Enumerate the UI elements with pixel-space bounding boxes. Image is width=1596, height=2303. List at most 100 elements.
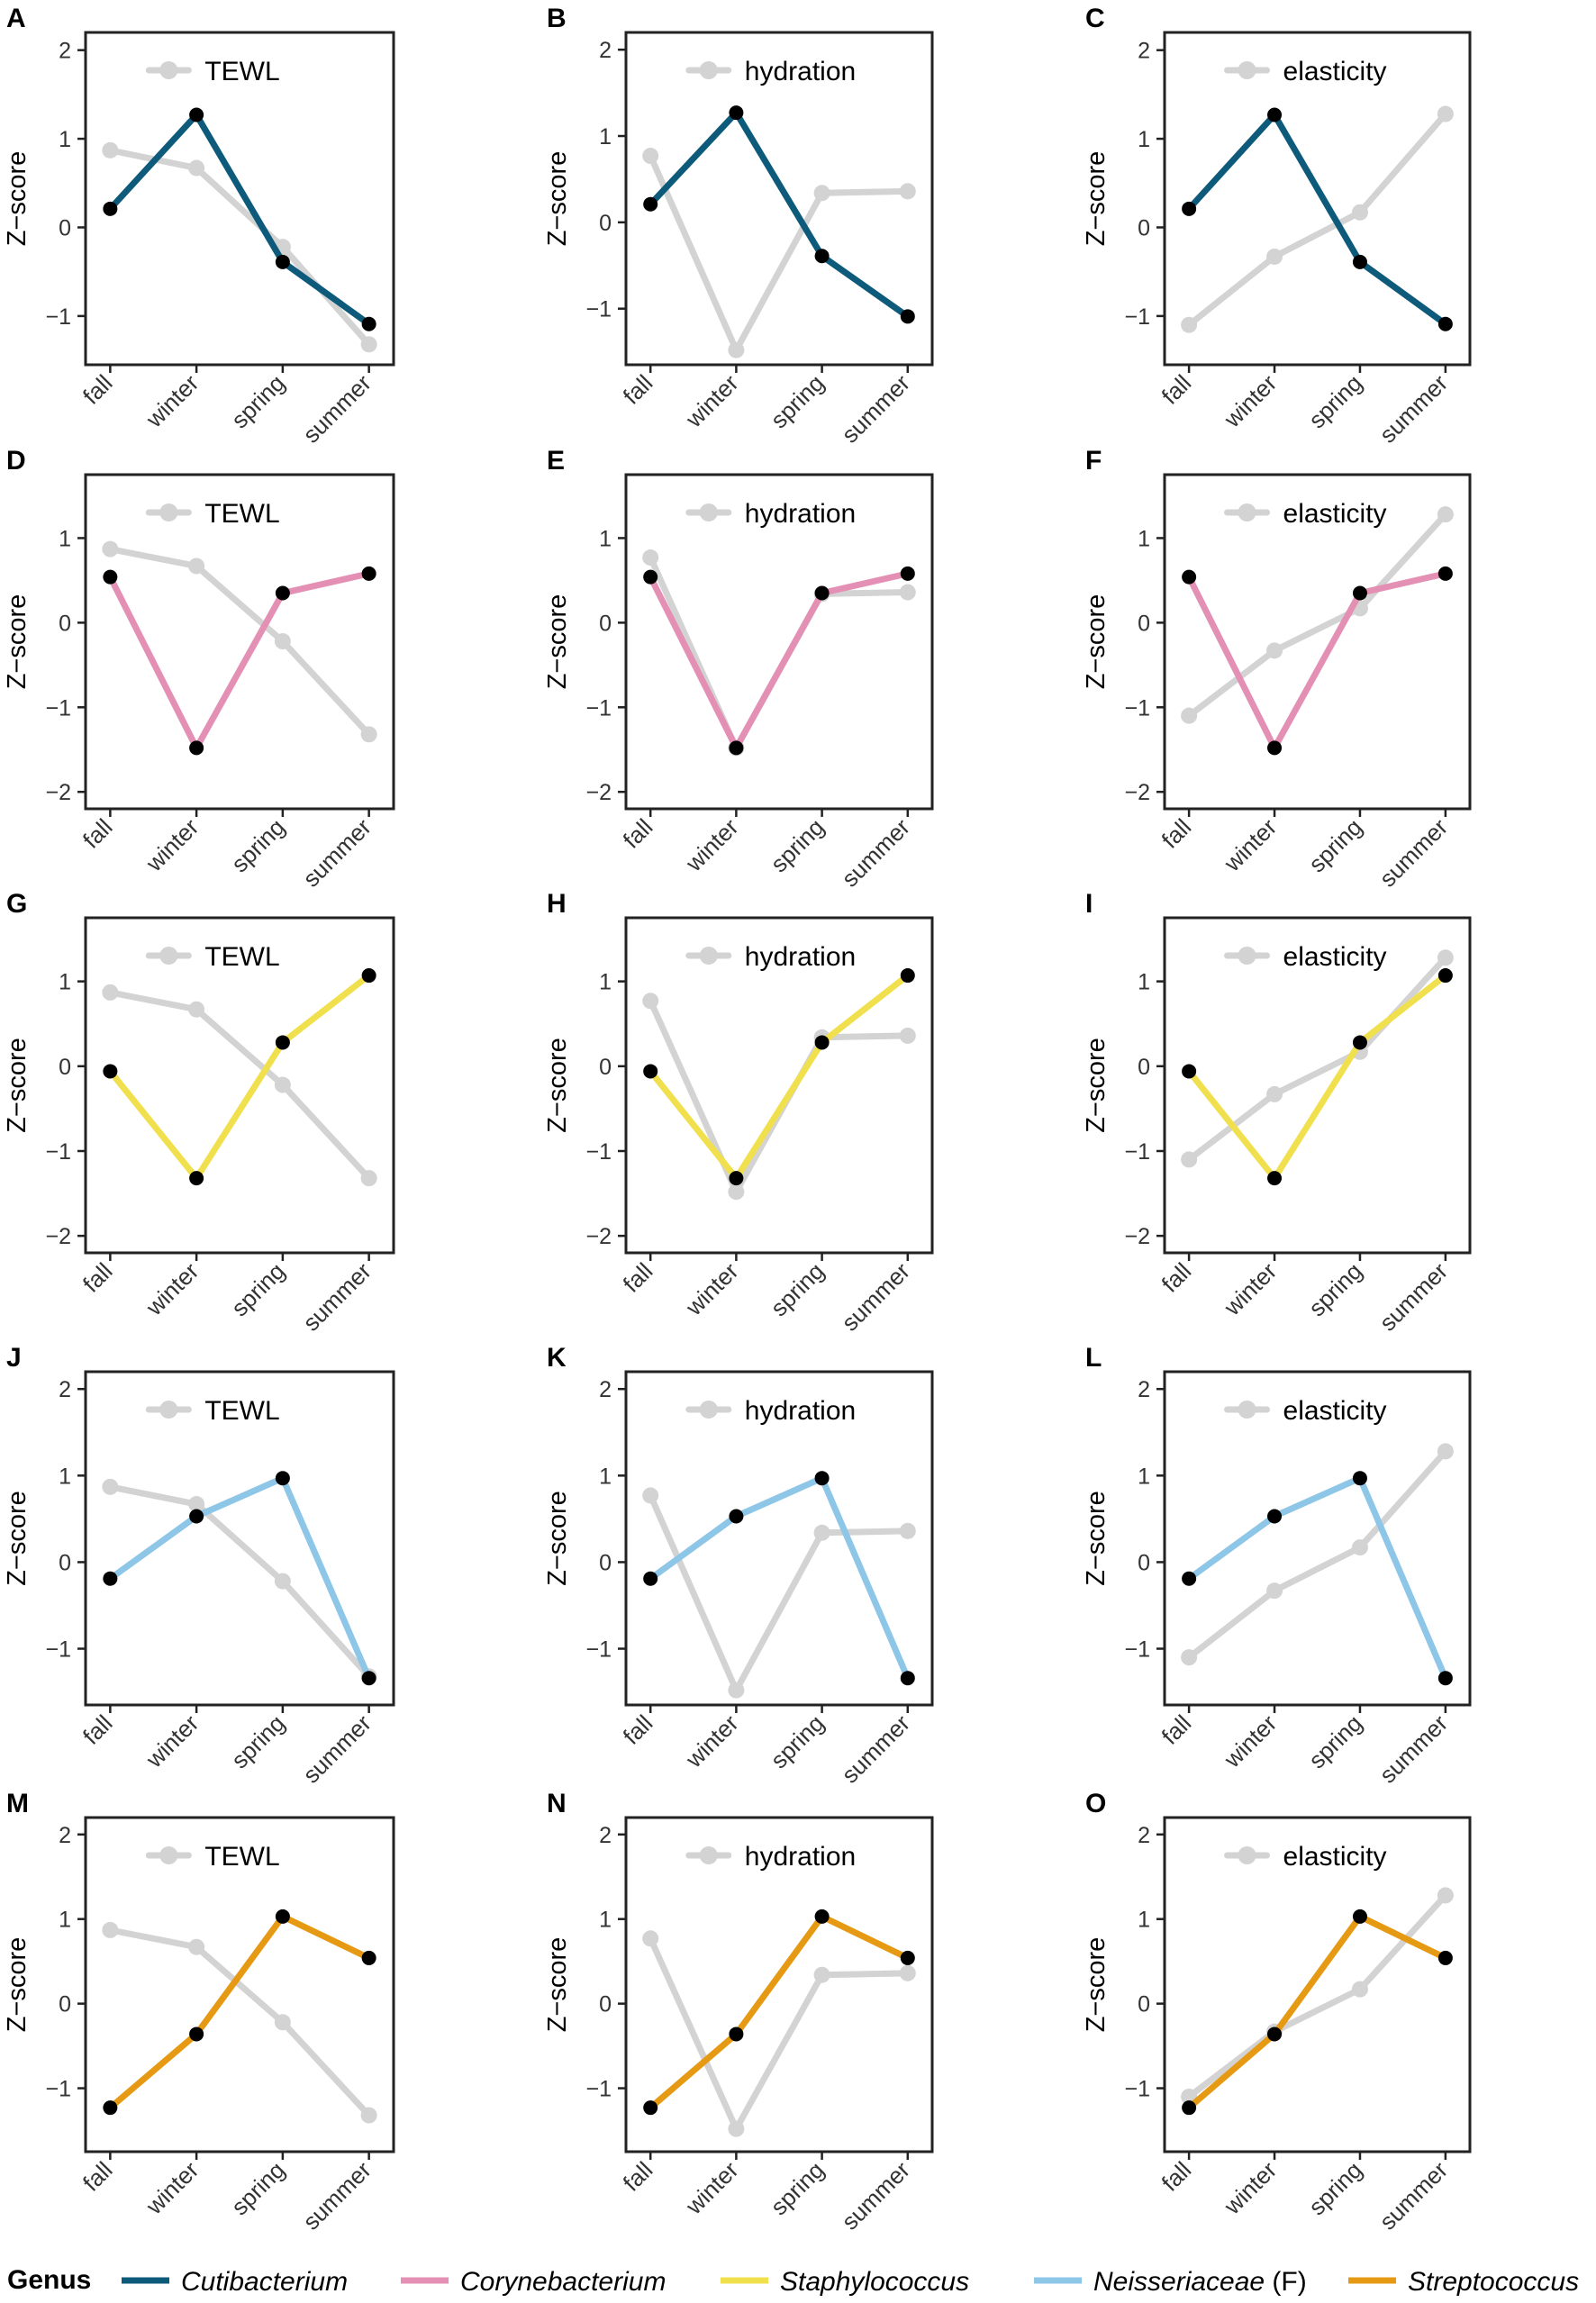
point-staphylococcus-winter <box>1267 1171 1283 1186</box>
x-tick-label: summer <box>297 1257 376 1337</box>
series-line-tewl <box>106 1483 373 1680</box>
y-tick-label: 2 <box>1138 1823 1150 1848</box>
point-staphylococcus-fall <box>643 1064 658 1079</box>
point-hydration-spring <box>813 1966 830 1983</box>
y-tick-label: −2 <box>45 1224 71 1249</box>
point-corynebacterium-summer <box>900 566 915 581</box>
y-tick-label: 0 <box>59 1992 71 2017</box>
x-tick-label: winter <box>680 2156 744 2220</box>
y-tick-label: 0 <box>1138 1550 1150 1575</box>
x-tick-label: summer <box>836 369 915 449</box>
point-staphylococcus-summer <box>900 968 915 984</box>
y-tick-label: −2 <box>585 780 612 805</box>
x-tick-label: spring <box>226 1709 290 1773</box>
y-axis-label: Z−score <box>3 1038 32 1133</box>
x-tick-label: spring <box>766 1709 830 1773</box>
y-tick-label: 1 <box>1138 1908 1150 1933</box>
y-tick-label: 0 <box>1138 1992 1150 2017</box>
y-tick-label: 0 <box>59 1055 71 1080</box>
y-tick-label: 1 <box>59 1464 71 1489</box>
point-cutibacterium-summer <box>361 316 376 331</box>
legend-key-point <box>1238 1401 1256 1419</box>
plot-frame-b <box>624 31 934 367</box>
point-cutibacterium-spring <box>1352 254 1367 269</box>
series-line-neisseriaceae <box>1185 1474 1449 1682</box>
legend-key-point <box>159 503 178 521</box>
x-tick-label: summer <box>836 813 915 893</box>
y-tick-label: −2 <box>1124 780 1150 805</box>
x-tick-label: summer <box>1374 1257 1454 1337</box>
y-tick-label: 0 <box>59 611 71 636</box>
point-hydration-summer <box>899 1027 916 1044</box>
series-line-corynebacterium <box>647 570 911 751</box>
series-line-corynebacterium <box>106 570 373 751</box>
series-line-corynebacterium <box>1185 570 1449 751</box>
plot-frame-l <box>1163 1370 1472 1707</box>
x-tick-label: summer <box>1374 369 1454 449</box>
panel-label-g: G <box>6 889 27 919</box>
x-tick-label: fall <box>618 2156 658 2197</box>
point-tewl-summer <box>360 1170 377 1187</box>
legend-label-f: elasticity <box>1283 499 1387 529</box>
y-tick-label: 2 <box>1138 39 1150 64</box>
point-elasticity-fall <box>1181 707 1198 724</box>
point-elasticity-summer <box>1437 506 1454 523</box>
point-tewl-summer <box>360 336 377 353</box>
x-tick-label: summer <box>836 2156 915 2235</box>
legend-key-point <box>699 61 718 79</box>
x-tick-label: summer <box>1374 813 1454 893</box>
plot-frame-h <box>624 916 934 1255</box>
legend-label-b: hydration <box>745 57 856 86</box>
point-hydration-winter <box>728 341 745 358</box>
point-tewl-fall <box>102 1478 119 1495</box>
point-neisseriaceae-winter <box>729 1509 744 1524</box>
panel-label-d: D <box>6 446 26 476</box>
point-elasticity-summer <box>1437 1443 1454 1460</box>
x-tick-label: spring <box>1303 1257 1367 1321</box>
point-staphylococcus-summer <box>1437 968 1453 984</box>
y-tick-label: 1 <box>599 970 612 995</box>
y-tick-label: 2 <box>59 1377 71 1402</box>
y-axis-label: Z−score <box>3 151 32 247</box>
y-tick-label: 0 <box>1138 1055 1150 1080</box>
y-tick-label: 1 <box>1138 970 1150 995</box>
point-tewl-winter <box>188 1938 205 1955</box>
point-staphylococcus-summer <box>361 968 376 984</box>
point-corynebacterium-spring <box>814 585 830 601</box>
series-line-elasticity <box>1185 111 1449 329</box>
point-streptococcus-spring <box>275 1909 290 1924</box>
point-neisseriaceae-winter <box>1267 1509 1283 1524</box>
x-tick-label: fall <box>77 813 118 854</box>
y-tick-label: 2 <box>599 1823 612 1848</box>
legend-key-point <box>699 503 718 521</box>
panel-h: H −2 −1 0 1 Z−score fall winter spring summer hydr… <box>543 889 934 1337</box>
legend-label-o: elasticity <box>1283 1842 1387 1872</box>
point-hydration-spring <box>813 185 830 202</box>
point-streptococcus-fall <box>643 2100 658 2116</box>
point-hydration-fall <box>642 549 659 567</box>
y-tick-label: 2 <box>59 1823 71 1848</box>
point-corynebacterium-spring <box>275 585 290 601</box>
point-neisseriaceae-summer <box>900 1671 915 1686</box>
series-line-neisseriaceae <box>106 1474 373 1682</box>
point-elasticity-fall <box>1181 1151 1198 1168</box>
y-tick-label: −1 <box>1124 1139 1150 1165</box>
x-tick-label: spring <box>1303 2156 1367 2220</box>
x-tick-label: winter <box>140 1709 204 1773</box>
point-hydration-fall <box>642 993 659 1010</box>
series-line-hydration <box>647 1492 911 1694</box>
series-line-tewl <box>106 989 373 1182</box>
legend-key-point <box>1238 503 1256 521</box>
plot-frame-n <box>624 1816 934 2153</box>
y-tick-label: −1 <box>1124 304 1150 330</box>
point-hydration-summer <box>899 584 916 601</box>
point-hydration-winter <box>728 2120 745 2137</box>
panel-label-o: O <box>1085 1789 1106 1818</box>
point-elasticity-winter <box>1266 1582 1283 1600</box>
x-tick-label: spring <box>226 369 290 433</box>
panel-label-c: C <box>1085 4 1105 33</box>
y-tick-label: −1 <box>1124 1637 1150 1663</box>
x-tick-label: spring <box>226 1257 290 1321</box>
y-tick-label: 1 <box>599 1464 612 1489</box>
point-streptococcus-spring <box>814 1909 830 1924</box>
